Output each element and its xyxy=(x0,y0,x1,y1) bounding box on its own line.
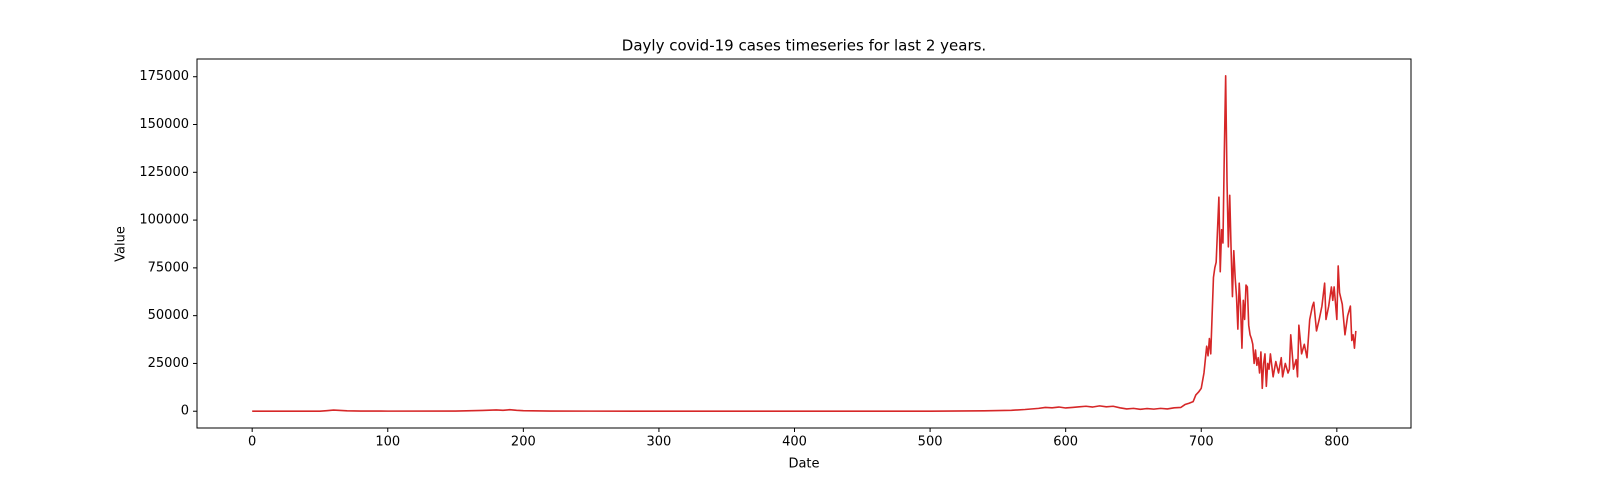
y-tick-label: 75000 xyxy=(148,260,189,275)
y-tick-label: 150000 xyxy=(139,117,189,132)
x-tick-label: 200 xyxy=(511,435,536,450)
x-tick-label: 500 xyxy=(918,435,943,450)
x-axis-label: Date xyxy=(788,457,819,472)
x-tick-label: 100 xyxy=(375,435,400,450)
x-tick-label: 0 xyxy=(248,435,256,450)
y-tick-label: 50000 xyxy=(148,308,189,323)
x-tick-label: 800 xyxy=(1324,435,1349,450)
x-tick-label: 400 xyxy=(782,435,807,450)
x-tick-label: 600 xyxy=(1053,435,1078,450)
chart-title: Dayly covid-19 cases timeseries for last… xyxy=(622,37,986,55)
y-tick-label: 0 xyxy=(181,404,189,419)
y-tick-label: 25000 xyxy=(148,356,189,371)
plot-frame xyxy=(196,58,1412,429)
data-line xyxy=(252,74,1357,413)
x-tick-label: 700 xyxy=(1189,435,1214,450)
y-tick-label: 125000 xyxy=(139,165,189,180)
y-tick-label: 175000 xyxy=(139,69,189,84)
y-tick-label: 100000 xyxy=(139,213,189,228)
y-axis-label: Value xyxy=(114,226,129,262)
x-tick-label: 300 xyxy=(647,435,672,450)
